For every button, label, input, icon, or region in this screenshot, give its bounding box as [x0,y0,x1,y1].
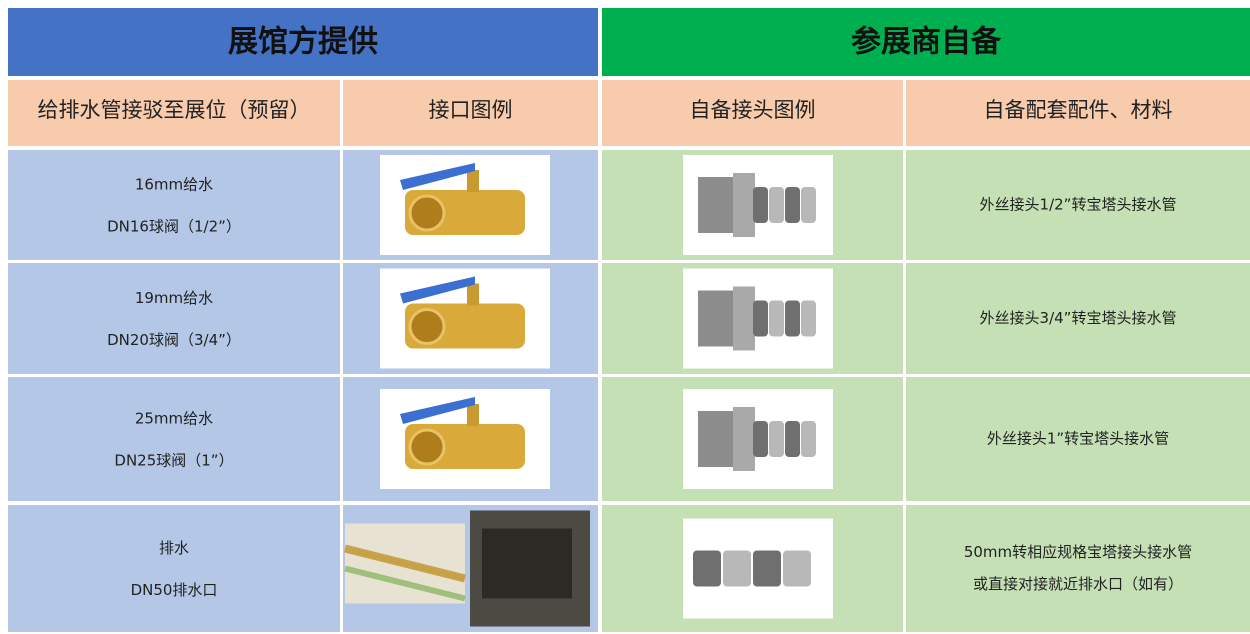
valve-handle [400,163,475,190]
valve-stem [467,170,479,192]
column-header-cell [8,80,340,146]
exhibitor-header [602,8,1250,76]
fitting-hex [733,173,755,237]
supply-text: DN25球阀（1”） [114,452,233,470]
table-cell [906,377,1250,501]
fitting-barb [723,550,751,587]
fitting-image [683,155,833,255]
table-cell [8,377,340,501]
supply-text: 排水 [159,539,189,557]
materials-text: 外丝接头1”转宝塔头接水管 [987,430,1169,448]
column-header: 接口图例 [429,98,513,122]
fitting-image [683,389,833,489]
supply-text: DN20球阀（3/4”） [107,331,241,349]
fitting-hex [733,286,755,351]
fitting-image [683,518,833,619]
fitting-hex [733,407,755,471]
column-header-cell [906,80,1250,146]
fitting-barb [769,300,784,337]
fitting-barb [785,421,800,457]
fitting-barb [769,187,784,223]
supply-text: 25mm给水 [135,410,213,428]
materials-text: 或直接对接就近排水口（如有） [973,575,1183,593]
fitting-thread [698,411,738,467]
fitting-barb [753,421,768,457]
hose-stripe [344,565,466,602]
column-header-cell [602,80,903,146]
provider-title: 展馆方提供 [228,25,378,60]
column-header: 自备接头图例 [690,98,816,122]
fitting-barb [753,550,781,587]
valve-handle [400,397,475,424]
exhibitor-title: 参展商自备 [851,25,1002,60]
supply-text: DN50排水口 [131,581,218,599]
supply-text: DN16球阀（1/2”） [107,218,241,236]
valve-handle [400,276,475,304]
materials-text: 外丝接头1/2”转宝塔头接水管 [980,196,1177,214]
fitting-barb [785,187,800,223]
drain-image [344,510,590,627]
fitting-thread [698,177,738,233]
column-header: 自备配套配件、材料 [984,98,1173,122]
materials-text: 50mm转相应规格宝塔接头接水管 [964,543,1192,561]
valve-image [380,268,550,369]
floor-inner [482,528,572,599]
fitting-barb [785,300,800,337]
table-cell [8,150,340,260]
fitting-barb [769,421,784,457]
table-cell [906,505,1250,632]
supply-text: 16mm给水 [135,176,213,194]
supply-text: 19mm给水 [135,289,213,307]
table-cell [8,263,340,374]
provider-header [8,8,598,76]
valve-port [408,428,446,466]
valve-stem [467,404,479,426]
valve-port [408,308,446,345]
fitting-barb [801,187,816,223]
hose-stripe [344,544,466,583]
fitting-image [683,268,833,369]
column-header-cell [343,80,598,146]
fitting-barb [753,300,768,337]
fitting-barb [783,550,811,587]
table-cell [8,505,340,632]
materials-text: 外丝接头3/4”转宝塔头接水管 [980,309,1177,327]
valve-image [380,155,550,255]
fitting-thread [698,290,738,347]
fitting-barb [801,421,816,457]
fitting-barb [753,187,768,223]
valve-image [380,389,550,489]
fitting-barb [801,300,816,337]
table-cell [906,263,1250,374]
valve-stem [467,283,479,306]
fitting-barb [693,550,721,587]
column-header: 给排水管接驳至展位（预留） [38,98,311,122]
table-cell [906,150,1250,260]
valve-port [408,194,446,232]
